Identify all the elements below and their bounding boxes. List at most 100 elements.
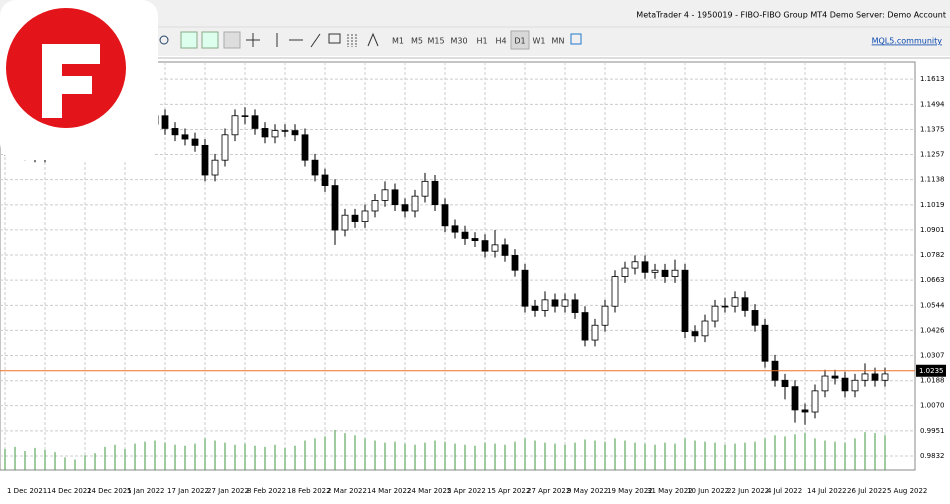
y-tick-label: 1.0544 — [920, 301, 945, 309]
candle-body — [791, 386, 799, 411]
x-tick-label: 19 May 2022 — [607, 487, 653, 495]
fibo-button[interactable] — [347, 34, 357, 47]
candle-body — [241, 115, 249, 117]
candle-body — [461, 231, 469, 239]
candle-body — [451, 225, 459, 233]
candle-body — [531, 305, 539, 311]
y-tick-label: 1.0188 — [920, 377, 945, 385]
candle-body — [861, 373, 869, 381]
candle-body — [761, 324, 769, 362]
candle-body — [321, 174, 329, 186]
candle-body — [651, 269, 659, 273]
community-link[interactable]: MQL5.community — [872, 37, 943, 46]
candle-body — [261, 128, 269, 138]
logo-letter — [42, 44, 100, 118]
period-button[interactable]: H4 — [495, 37, 506, 46]
candle-body — [331, 185, 339, 231]
candle-body — [741, 297, 749, 311]
candle-body — [231, 115, 239, 136]
x-tick-label: 15 Apr 2022 — [487, 487, 530, 495]
shift-button[interactable] — [201, 31, 219, 49]
zoom-button[interactable] — [159, 35, 169, 45]
candle-body — [311, 159, 319, 176]
window-title: MetaTrader 4 - 1950019 - FIBO-FIBO Group… — [636, 11, 946, 20]
candle-body — [661, 269, 669, 277]
x-tick-label: 5 Apr 2022 — [447, 487, 486, 495]
candle-body — [281, 130, 289, 132]
candle-body — [471, 238, 479, 242]
candle-body — [851, 379, 859, 392]
candle-body — [491, 244, 499, 252]
x-tick-label: 18 Feb 2022 — [287, 487, 331, 495]
x-tick-label: 10 Jun 2022 — [687, 487, 729, 495]
candle-body — [681, 269, 689, 333]
candle-body — [271, 130, 279, 138]
candle-body — [691, 331, 699, 337]
candle-body — [521, 269, 529, 307]
y-tick-label: 1.1613 — [920, 75, 945, 83]
y-tick-label: 1.0782 — [920, 251, 945, 259]
trendline-button[interactable] — [310, 33, 321, 48]
period-button[interactable]: W1 — [533, 37, 546, 46]
candle-body — [751, 310, 759, 326]
candle-body — [361, 210, 369, 222]
x-tick-label: 4 Jul 2022 — [767, 487, 802, 495]
candle-body — [731, 297, 739, 307]
y-tick-label: 1.0663 — [920, 276, 945, 284]
y-tick-label: 1.0426 — [920, 326, 945, 334]
period-button[interactable]: M1 — [392, 37, 404, 46]
candle-body — [561, 299, 569, 307]
x-tick-label: 22 Jun 2022 — [727, 487, 769, 495]
candle-body — [641, 261, 649, 273]
candle-body — [601, 305, 609, 326]
y-tick-label: 1.1138 — [920, 176, 945, 184]
y-tick-label: 1.1019 — [920, 201, 945, 209]
fullscreen-button[interactable] — [570, 33, 582, 45]
candle-body — [581, 312, 589, 341]
candle-body — [401, 204, 409, 212]
candle-body — [501, 244, 509, 256]
period-button[interactable]: MN — [552, 37, 565, 46]
candle-body — [181, 134, 189, 140]
current-price-box — [916, 364, 946, 377]
candle-body — [351, 214, 359, 222]
period-button[interactable]: H1 — [476, 37, 487, 46]
candle-body — [621, 267, 629, 277]
candle-body — [821, 375, 829, 392]
candle-body — [421, 180, 429, 197]
candle-body — [711, 305, 719, 322]
x-tick-label: 26 Jul 2022 — [847, 487, 887, 495]
x-tick-label: 27 Apr 2022 — [527, 487, 570, 495]
y-tick-label: 1.1257 — [920, 150, 945, 158]
cursor-button[interactable] — [223, 31, 241, 49]
period-button[interactable]: D1 — [514, 37, 525, 46]
candle-body — [171, 128, 179, 136]
candle-body — [511, 255, 519, 271]
x-tick-label: 14 Jul 2022 — [807, 487, 847, 495]
candle-body — [631, 261, 639, 269]
period-button[interactable]: M5 — [411, 37, 423, 46]
shapes-button[interactable] — [367, 32, 379, 47]
text-button[interactable] — [328, 33, 341, 44]
x-tick-label: 1 Dec 2021 — [7, 487, 47, 495]
candle-body — [571, 299, 579, 313]
candle-body — [781, 379, 789, 388]
logo — [0, 0, 158, 160]
candle-body — [341, 214, 349, 231]
crosshair-button[interactable] — [246, 33, 260, 47]
candle-body — [201, 144, 209, 176]
candle-body — [831, 375, 839, 379]
candle-body — [301, 134, 309, 161]
x-tick-label: 17 Jan 2022 — [167, 487, 209, 495]
y-tick-label: 1.0901 — [920, 226, 945, 234]
candle-body — [431, 180, 439, 206]
autoscroll-button[interactable] — [180, 31, 198, 49]
period-button[interactable]: M15 — [427, 37, 444, 46]
candle-body — [671, 269, 679, 277]
x-tick-label: 14 Dec 2021 — [47, 487, 92, 495]
logo-circle — [6, 8, 126, 128]
candle-body — [871, 373, 879, 381]
x-tick-label: 5 Jan 2022 — [127, 487, 165, 495]
period-button[interactable]: M30 — [450, 37, 467, 46]
